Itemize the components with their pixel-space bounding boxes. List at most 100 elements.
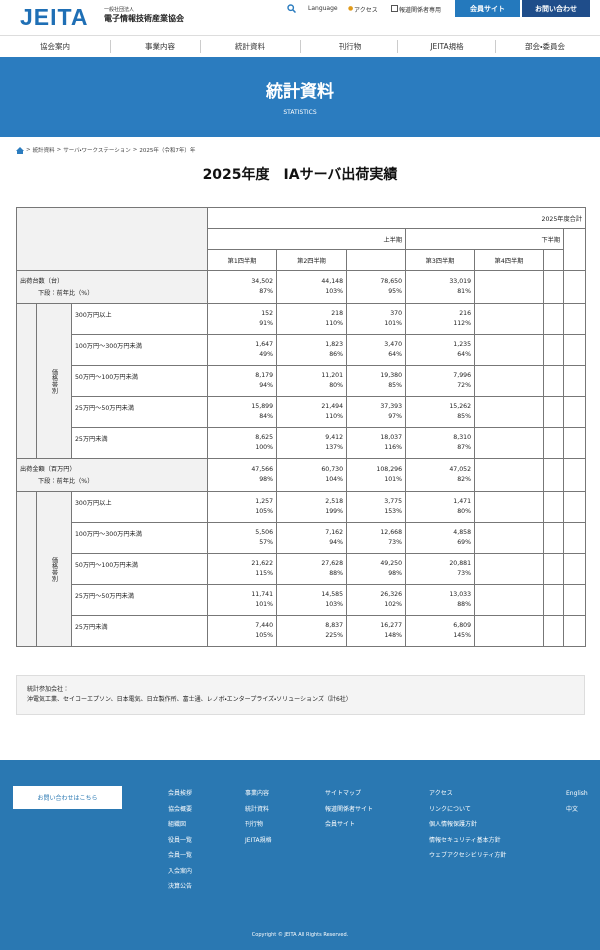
home-icon[interactable]	[16, 146, 24, 154]
section-label-cell: 出荷金額（百万円） 下段：前年比（%）	[15, 458, 209, 492]
nav-separator	[110, 40, 111, 53]
data-cell: 108,296 101%	[346, 458, 407, 492]
member-button[interactable]: 会員サイト	[455, 0, 520, 17]
search-icon[interactable]	[287, 4, 296, 13]
empty-cell	[563, 270, 587, 304]
cell-ratio: 80%	[329, 382, 344, 389]
footer-link[interactable]: 会員サイト	[325, 821, 356, 828]
nav-item[interactable]: 統計資料	[235, 42, 265, 51]
side-label: 価格帯別	[36, 303, 72, 459]
footer-link[interactable]: 個人情報保護方針	[429, 821, 478, 828]
data-cell: 47,052 82%	[405, 458, 476, 492]
breadcrumb-separator: >	[56, 147, 62, 153]
breadcrumb-item[interactable]: 統計資料	[32, 148, 55, 154]
row-label: 50万円～100万円未満	[70, 365, 209, 397]
cell-ratio: 86%	[329, 351, 344, 358]
nav-item[interactable]: 協会案内	[40, 42, 70, 51]
cell-value: 33,019	[449, 278, 472, 285]
section-sublabel: 下段：前年比（%）	[38, 290, 94, 297]
nav-bar: 協会案内 事業内容 統計資料 刊行物 JEITA規格 部会・委員会	[0, 35, 600, 57]
footer-link[interactable]: 役員一覧	[168, 836, 193, 844]
data-cell: 12,668 73%	[346, 522, 407, 554]
row-label: 25万円未満	[70, 615, 209, 647]
hero-title: 統計資料	[266, 82, 334, 102]
data-row: 価格帯別 300万円以上 1,257 105% 2,518 199% 3,775 153% 1,…	[16, 491, 587, 647]
cell-ratio: 110%	[325, 320, 344, 327]
empty-cell	[563, 584, 587, 616]
footer-contact-button[interactable]: お問い合わせはこちら	[13, 786, 122, 809]
footer-link[interactable]: サイトマップ	[325, 790, 362, 797]
footer-link[interactable]: ウェブアクセシビリティ方針	[429, 852, 507, 859]
footer-link[interactable]: 中文	[566, 805, 579, 813]
cell-value: 27,628	[321, 560, 344, 567]
footer-column: English 中文	[566, 786, 588, 817]
cell-value: 9,412	[325, 434, 344, 441]
data-cell: 37,393 97%	[346, 396, 407, 428]
cell-value: 108,296	[376, 466, 403, 473]
data-cell: 49,250 98%	[346, 553, 407, 585]
data-cell: 27,628 88%	[276, 553, 348, 585]
footer-link[interactable]: 情報セキュリティ基本方針	[429, 836, 501, 844]
data-cell: 21,622 115%	[207, 553, 278, 585]
note-label: 統計参加会社：	[27, 686, 70, 693]
data-cell: 33,019 81%	[405, 270, 476, 304]
row-label: 100万円～300万円未満	[70, 522, 209, 554]
empty-cell	[474, 584, 545, 616]
footer-link[interactable]: 報道関係者サイト	[325, 805, 374, 813]
footer-link[interactable]: 会員一覧	[168, 852, 193, 859]
data-cell: 152 91%	[207, 303, 278, 335]
footer-link[interactable]: 事業内容	[245, 790, 270, 797]
cell-value: 20,881	[449, 560, 472, 567]
data-cell: 20,881 73%	[405, 553, 476, 585]
footer-link[interactable]: 統計資料	[245, 805, 270, 813]
footer-link[interactable]: 組織図	[168, 821, 187, 828]
nav-item[interactable]: 事業内容	[145, 42, 175, 51]
hero: 統計資料 STATISTICS	[0, 57, 600, 137]
empty-cell	[563, 427, 587, 459]
section-label: 出荷金額（百万円）	[20, 466, 76, 473]
logo[interactable]: JEITA	[20, 4, 89, 30]
footer-link[interactable]: 決算公告	[168, 883, 193, 890]
cell-value: 49,250	[380, 560, 403, 567]
cell-ratio: 103%	[325, 288, 344, 295]
footer-link[interactable]: 会員挨拶	[168, 790, 193, 797]
cell-ratio: 85%	[457, 413, 472, 420]
header-empty	[346, 249, 407, 271]
footer-link[interactable]: JEITA規格	[245, 836, 272, 844]
breadcrumb-item[interactable]: サーバ・ワークステーション	[63, 148, 131, 154]
note-box: 統計参加会社： 沖電気工業、セイコーエプソン、日本電気、日立製作所、富士通、レノ…	[16, 675, 585, 715]
footer-column: 事業内容統計資料刊行物 JEITA規格	[245, 786, 272, 848]
nav-item[interactable]: 部会・委員会	[524, 42, 566, 51]
cell-value: 152	[261, 310, 274, 317]
cell-value: 60,730	[321, 466, 344, 473]
section-sublabel: 下段：前年比（%）	[38, 478, 94, 485]
data-cell: 44,148 103%	[276, 270, 348, 304]
empty-cell	[543, 458, 565, 492]
press-link[interactable]: 報道関係者専用	[399, 7, 442, 14]
language-link[interactable]: Language	[308, 5, 338, 12]
header-row: 上半期 下半期	[17, 228, 587, 271]
empty-cell	[563, 522, 587, 554]
nav-separator	[397, 40, 398, 53]
footer-link[interactable]: 刊行物	[245, 821, 264, 828]
footer-link[interactable]: リンクについて	[429, 805, 471, 813]
contact-button[interactable]: お問い合わせ	[522, 0, 590, 17]
footer-link[interactable]: English	[566, 790, 588, 797]
footer-link[interactable]: アクセス	[429, 790, 453, 797]
footer-link[interactable]: 協会概要	[168, 805, 193, 813]
footer-link[interactable]: 入会案内	[168, 867, 193, 875]
cell-ratio: 97%	[388, 413, 403, 420]
nav-item[interactable]: JEITA規格	[430, 42, 464, 51]
empty-cell	[563, 553, 587, 585]
cell-ratio: 102%	[384, 601, 403, 608]
cell-ratio: 101%	[255, 601, 274, 608]
cell-ratio: 73%	[388, 539, 403, 546]
data-cell: 1,823 86%	[276, 334, 348, 366]
cell-ratio: 64%	[388, 351, 403, 358]
section-label: 出荷台数（台）	[20, 278, 64, 285]
access-link[interactable]: アクセス	[354, 7, 378, 14]
data-row: 25万円～50万円未満 15,899 84% 21,494 110% 37,393 97% 1…	[17, 396, 587, 428]
cell-value: 78,650	[380, 278, 403, 285]
cell-ratio: 112%	[453, 320, 472, 327]
nav-item[interactable]: 刊行物	[338, 42, 362, 51]
